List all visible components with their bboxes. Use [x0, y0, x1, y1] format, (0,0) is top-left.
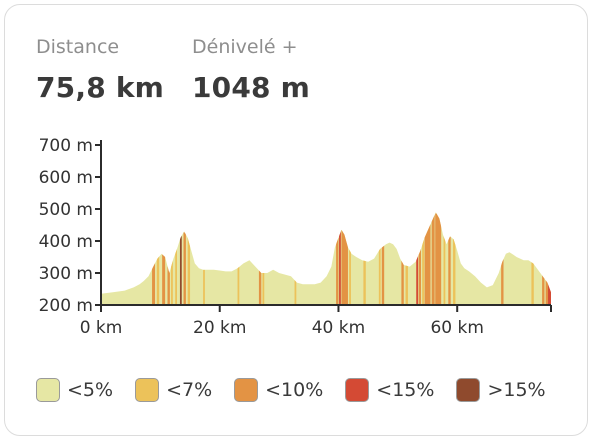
- slope-band-lt7: [175, 249, 177, 305]
- slope-band-lt10: [152, 263, 156, 305]
- slope-band-lt10: [336, 237, 339, 305]
- slope-band-lt10: [381, 245, 385, 305]
- slope-band-lt7: [363, 260, 366, 305]
- slope-band-lt10: [542, 275, 545, 305]
- legend-item-gt15: >15%: [456, 378, 546, 402]
- slope-band-lt15: [548, 284, 551, 305]
- legend-label: <7%: [166, 379, 213, 401]
- elevation-gain-label: Dénivelé +: [192, 36, 298, 58]
- x-tick-label: 20 km: [193, 318, 246, 338]
- y-tick-label: 600 m: [39, 168, 93, 188]
- x-tick-label: 60 km: [430, 318, 483, 338]
- slope-band-lt10: [431, 214, 435, 305]
- slope-band-lt10: [435, 213, 442, 305]
- slope-band-lt7: [378, 248, 381, 305]
- slope-band-lt7: [422, 239, 424, 305]
- slope-band-lt10: [501, 259, 504, 305]
- y-tick-label: 200 m: [39, 296, 93, 316]
- slope-band-lt7: [203, 269, 205, 305]
- slope-band-lt10: [424, 224, 431, 305]
- distance-value: 75,8 km: [36, 71, 165, 104]
- distance-label: Distance: [36, 36, 120, 58]
- y-tick-label: 300 m: [39, 264, 93, 284]
- slope-band-lt7: [443, 236, 446, 305]
- legend-item-lt10: <10%: [234, 378, 323, 402]
- slope-band-lt10: [167, 266, 170, 305]
- legend-swatch: [135, 378, 160, 402]
- slope-band-lt7: [349, 249, 351, 305]
- legend-label: <10%: [265, 379, 324, 401]
- slope-band-lt10: [418, 248, 421, 305]
- legend-swatch: [36, 378, 60, 402]
- y-tick-label: 400 m: [39, 232, 93, 252]
- elevation-gain-value: 1048 m: [192, 71, 311, 104]
- legend-swatch: [456, 378, 481, 402]
- slope-band-lt10: [162, 254, 166, 305]
- slope-band-lt7: [262, 273, 265, 305]
- slope-band-lt7: [156, 256, 160, 305]
- slope-band-lt10: [341, 229, 348, 305]
- slope-band-lt10: [448, 236, 451, 305]
- slope-band-gt15: [179, 235, 182, 305]
- slope-band-lt7: [405, 265, 408, 305]
- legend-label: >15%: [487, 379, 546, 401]
- legend-swatch: [234, 378, 259, 402]
- slope-band-lt10: [545, 280, 549, 305]
- x-tick-label: 40 km: [312, 318, 365, 338]
- slope-band-lt7: [187, 237, 191, 305]
- slope-band-lt7: [294, 280, 297, 305]
- y-tick-label: 500 m: [39, 200, 93, 220]
- slope-band-lt15: [416, 256, 419, 305]
- legend-item-lt7: <7%: [135, 378, 212, 402]
- y-tick-label: 700 m: [39, 136, 93, 156]
- slope-legend: <5% <7% <10% <15% >15%: [36, 378, 568, 402]
- x-tick-label: 0 km: [80, 318, 123, 338]
- slope-band-lt10: [258, 270, 262, 305]
- slope-band-lt10: [183, 232, 186, 305]
- slope-band-lt15: [339, 231, 341, 305]
- legend-item-lt15: <15%: [345, 378, 434, 402]
- legend-label: <5%: [67, 379, 114, 401]
- slope-band-lt7: [453, 238, 456, 305]
- legend-item-lt5: <5%: [36, 378, 113, 402]
- slope-band-lt7: [171, 260, 173, 305]
- slope-band-lt10: [401, 260, 404, 305]
- slope-band-lt7: [237, 266, 240, 305]
- slope-band-lt7: [531, 262, 534, 305]
- legend-label: <15%: [376, 379, 435, 401]
- legend-swatch: [345, 378, 370, 402]
